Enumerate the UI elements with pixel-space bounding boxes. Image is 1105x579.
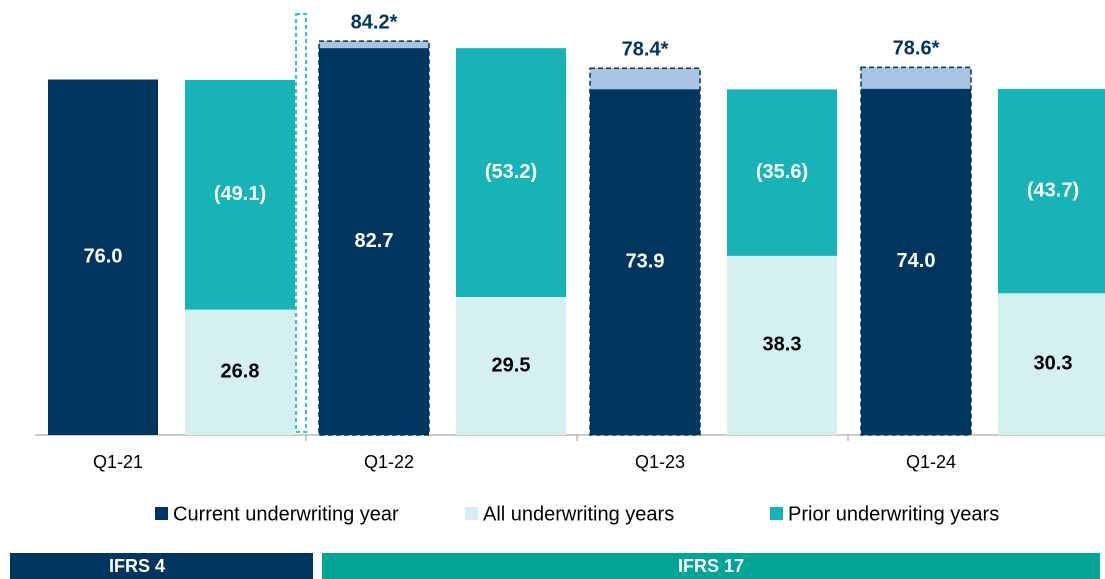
adjusted-label: 78.6* bbox=[893, 38, 940, 60]
regime-label: IFRS 17 bbox=[678, 556, 744, 576]
data-label: (53.2) bbox=[485, 161, 537, 183]
legend-swatch bbox=[770, 507, 783, 520]
legend-swatch bbox=[155, 507, 168, 520]
bar bbox=[185, 309, 295, 435]
data-label: 73.9 bbox=[626, 250, 665, 272]
legend-swatch bbox=[465, 507, 478, 520]
data-label: 26.8 bbox=[221, 361, 260, 383]
data-label: 38.3 bbox=[763, 334, 802, 356]
bar bbox=[456, 48, 566, 298]
bar bbox=[590, 89, 700, 435]
legend-label: All underwriting years bbox=[483, 503, 674, 525]
x-tick-label: Q1-21 bbox=[93, 452, 143, 472]
bar bbox=[861, 88, 971, 435]
adjusted-label: 78.4* bbox=[622, 39, 669, 61]
bar bbox=[998, 88, 1105, 294]
adjusted-label: 84.2* bbox=[351, 11, 398, 33]
bar bbox=[727, 255, 837, 435]
data-label: (35.6) bbox=[756, 161, 808, 183]
data-label: 76.0 bbox=[84, 246, 123, 268]
regime-band bbox=[10, 553, 313, 579]
bar bbox=[727, 89, 837, 256]
data-label: (43.7) bbox=[1027, 179, 1079, 201]
bar bbox=[456, 297, 566, 435]
legend-label: Prior underwriting years bbox=[788, 503, 999, 525]
data-label: (49.1) bbox=[214, 183, 266, 205]
x-tick-label: Q1-23 bbox=[635, 452, 685, 472]
regime-divider bbox=[295, 13, 307, 433]
x-tick-label: Q1-24 bbox=[906, 452, 956, 472]
legend-label: Current underwriting year bbox=[173, 503, 399, 525]
bar bbox=[319, 48, 429, 435]
data-label: 82.7 bbox=[355, 230, 394, 252]
bar bbox=[998, 293, 1105, 435]
bar bbox=[48, 79, 158, 436]
regime-label: IFRS 4 bbox=[109, 556, 165, 576]
bar bbox=[185, 79, 295, 310]
regime-band bbox=[322, 553, 1100, 579]
data-label: 29.5 bbox=[492, 354, 531, 376]
data-label: 30.3 bbox=[1034, 352, 1073, 374]
x-tick-label: Q1-22 bbox=[364, 452, 414, 472]
data-label: 74.0 bbox=[897, 250, 936, 272]
